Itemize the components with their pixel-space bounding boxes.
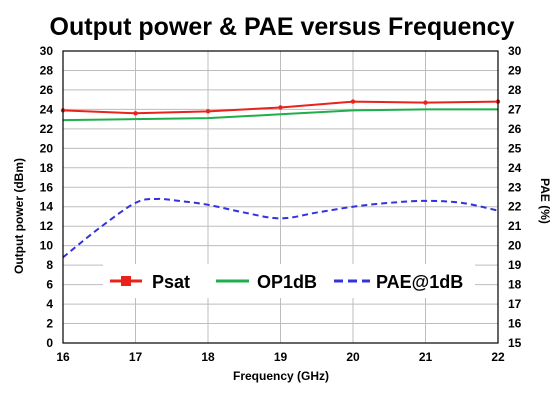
y-tick-label: 16 bbox=[40, 180, 54, 194]
x-axis-label: Frequency (GHz) bbox=[233, 369, 329, 383]
chart-title: Output power & PAE versus Frequency bbox=[50, 13, 515, 41]
y2-tick-label: 23 bbox=[508, 180, 522, 194]
y2-axis-label: PAE (%) bbox=[538, 178, 552, 224]
y2-tick-label: 22 bbox=[508, 200, 522, 214]
legend-label-pae: PAE@1dB bbox=[376, 272, 463, 292]
y-tick-label: 22 bbox=[40, 122, 54, 136]
y-tick-label: 2 bbox=[46, 317, 53, 331]
legend-label-op1db: OP1dB bbox=[257, 272, 317, 292]
y2-tick-label: 30 bbox=[508, 44, 522, 58]
legend-box bbox=[103, 264, 475, 298]
y-tick-label: 26 bbox=[40, 83, 54, 97]
y2-tick-label: 24 bbox=[508, 161, 522, 175]
y2-tick-label: 17 bbox=[508, 297, 522, 311]
y-tick-label: 18 bbox=[40, 161, 54, 175]
x-tick-label: 17 bbox=[129, 350, 143, 364]
series-line-op1db bbox=[62, 108, 498, 122]
legend-marker-psat bbox=[121, 276, 131, 286]
x-tick-label: 21 bbox=[419, 350, 433, 364]
x-tick-label: 16 bbox=[56, 350, 70, 364]
y-tick-label: 8 bbox=[46, 258, 53, 272]
y2-tick-label: 28 bbox=[508, 83, 522, 97]
y2-tick-label: 20 bbox=[508, 239, 522, 253]
series-point-psat bbox=[423, 100, 428, 105]
y2-axis-ticks: 15 16 17 18 19 20 21 22 23 24 25 26 27 28 29 30 bbox=[508, 44, 522, 350]
y2-tick-label: 29 bbox=[508, 63, 522, 77]
y-tick-label: 14 bbox=[40, 200, 54, 214]
y2-tick-label: 19 bbox=[508, 258, 522, 272]
y-axis-label: Output power (dBm) bbox=[12, 158, 26, 274]
x-axis-ticks: 16 17 18 19 20 21 22 bbox=[56, 350, 505, 364]
plot-frame bbox=[62, 50, 499, 344]
x-tick-label: 20 bbox=[346, 350, 360, 364]
x-tick-label: 18 bbox=[201, 350, 215, 364]
series-point-psat bbox=[133, 111, 138, 116]
y-tick-label: 6 bbox=[46, 278, 53, 292]
y-tick-label: 28 bbox=[40, 63, 54, 77]
x-tick-label: 22 bbox=[491, 350, 505, 364]
series-point-psat bbox=[205, 109, 211, 114]
y-tick-label: 12 bbox=[40, 219, 54, 233]
y2-tick-label: 18 bbox=[508, 278, 522, 292]
y2-tick-label: 21 bbox=[508, 219, 522, 233]
y-tick-label: 30 bbox=[40, 44, 54, 58]
y2-tick-label: 25 bbox=[508, 141, 522, 155]
y-tick-label: 24 bbox=[40, 102, 54, 116]
y-tick-label: 10 bbox=[40, 239, 54, 253]
series-layer bbox=[60, 99, 501, 259]
y2-tick-label: 15 bbox=[508, 336, 522, 350]
y2-tick-label: 26 bbox=[508, 122, 522, 136]
y-tick-label: 20 bbox=[40, 141, 54, 155]
series-point-psat bbox=[350, 99, 356, 104]
y2-tick-label: 16 bbox=[508, 317, 522, 331]
y-tick-label: 0 bbox=[46, 336, 53, 350]
y2-tick-label: 27 bbox=[508, 102, 522, 116]
legend: Psat OP1dB PAE@1dB bbox=[103, 264, 475, 298]
legend-label-psat: Psat bbox=[152, 272, 190, 292]
series-line-pae-1db bbox=[62, 197, 499, 259]
series-point-psat bbox=[278, 105, 283, 110]
x-tick-label: 19 bbox=[274, 350, 288, 364]
y-tick-label: 4 bbox=[46, 297, 53, 311]
